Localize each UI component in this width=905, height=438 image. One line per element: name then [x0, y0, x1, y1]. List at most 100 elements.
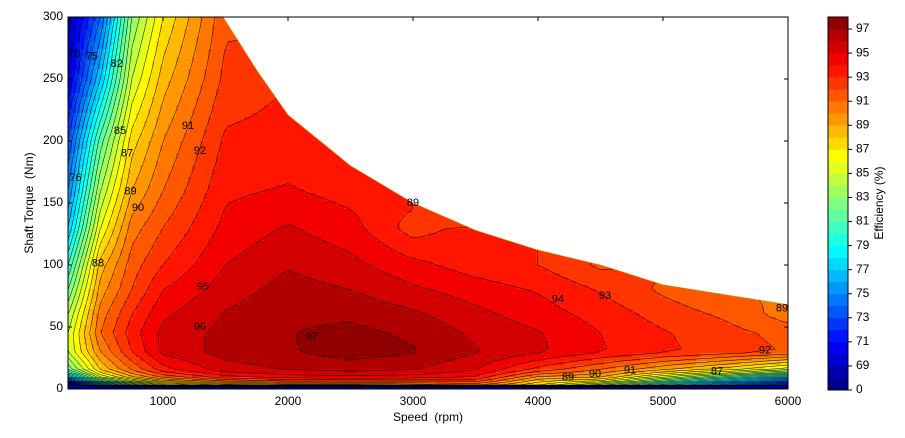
contour-cell [220, 81, 225, 86]
contour-cell [164, 345, 205, 350]
contour-cell [412, 161, 417, 166]
contour-cell [80, 249, 85, 254]
contour-cell [180, 145, 201, 150]
contour-cell [224, 85, 285, 90]
contour-cell [516, 373, 533, 378]
contour-cell [664, 321, 725, 326]
contour-cell [612, 373, 633, 378]
contour-cell [68, 321, 73, 326]
contour-cell [136, 237, 157, 242]
contour-cell [288, 237, 321, 242]
contour-cell [132, 57, 137, 62]
contour-cell [156, 41, 165, 46]
contour-cell [376, 297, 413, 302]
contour-cell [96, 273, 101, 278]
contour-cell [104, 125, 109, 130]
contour-cell [500, 381, 517, 386]
contour-cell [160, 33, 165, 38]
contour-cell [724, 333, 761, 338]
contour-cell [288, 81, 353, 86]
contour-cell [352, 329, 381, 334]
contour-cell [144, 37, 153, 42]
contour-cell [428, 313, 477, 318]
contour-cell [600, 377, 617, 382]
contour-cell [76, 325, 81, 330]
contour-cell [164, 113, 177, 118]
contour-cell [180, 101, 197, 106]
contour-cell [476, 377, 493, 382]
contour-cell [104, 113, 109, 118]
contour-cell [164, 149, 181, 154]
contour-cell [408, 233, 413, 238]
contour-cell [412, 353, 469, 358]
contour-cell [68, 133, 73, 138]
contour-cell [128, 261, 133, 266]
contour-cell [72, 285, 77, 290]
contour-cell [100, 57, 105, 62]
contour-cell [112, 77, 117, 82]
contour-cell [108, 241, 117, 246]
contour-cell [112, 349, 121, 354]
contour-cell [120, 73, 125, 78]
contour-cell [100, 309, 109, 314]
contour-cell [124, 41, 129, 46]
contour-cell [88, 317, 93, 322]
contour-cell [152, 173, 165, 178]
contour-cell [220, 317, 225, 322]
contour-cell [168, 89, 185, 94]
contour-cell [212, 181, 225, 186]
contour-cell [128, 209, 133, 214]
contour-cell [148, 253, 165, 258]
contour-cell [128, 149, 133, 154]
contour-cell [288, 185, 297, 190]
x-tick-label: 2000 [275, 394, 302, 408]
contour-cell [124, 93, 129, 98]
contour-cell [76, 65, 81, 70]
contour-cell [132, 65, 137, 70]
contour-cell [412, 197, 477, 202]
contour-cell [436, 289, 477, 294]
contour-cell [192, 165, 217, 170]
contour-cell [132, 105, 141, 110]
contour-cell [184, 41, 197, 46]
contour-cell [136, 277, 153, 282]
contour-cell [156, 357, 165, 362]
contour-cell [124, 53, 129, 58]
contour-cell [664, 261, 725, 266]
contour-cell [92, 249, 97, 254]
contour-cell [732, 373, 753, 378]
contour-cell [164, 201, 181, 206]
contour-cell [224, 133, 289, 138]
contour-cell [476, 353, 525, 358]
contour-cell [524, 361, 541, 366]
contour-cell [68, 345, 77, 350]
contour-cell [120, 225, 129, 230]
contour-cell [108, 29, 113, 34]
contour-cell [84, 329, 93, 334]
contour-cell [740, 377, 757, 382]
contour-cell [120, 189, 125, 194]
contour-cell [412, 309, 417, 314]
contour-cell [132, 41, 141, 46]
contour-cell [164, 333, 209, 338]
contour-cell [112, 197, 117, 202]
contour-cell [600, 257, 665, 262]
contour-cell [72, 277, 77, 282]
contour-cell [76, 345, 81, 350]
contour-cell [164, 157, 177, 162]
contour-cell [72, 177, 77, 182]
contour-cell [116, 369, 125, 374]
contour-cell [108, 161, 113, 166]
contour-cell [108, 285, 121, 290]
contour-cell [280, 225, 289, 230]
contour-cell [600, 225, 605, 230]
contour-cell [108, 261, 117, 266]
contour-cell [80, 165, 85, 170]
contour-cell [76, 45, 85, 50]
contour-cell [140, 53, 149, 58]
contour-cell [84, 297, 89, 302]
contour-cell [220, 85, 225, 90]
contour-cell [76, 313, 85, 318]
contour-cell [68, 277, 73, 282]
contour-cell [88, 169, 93, 174]
